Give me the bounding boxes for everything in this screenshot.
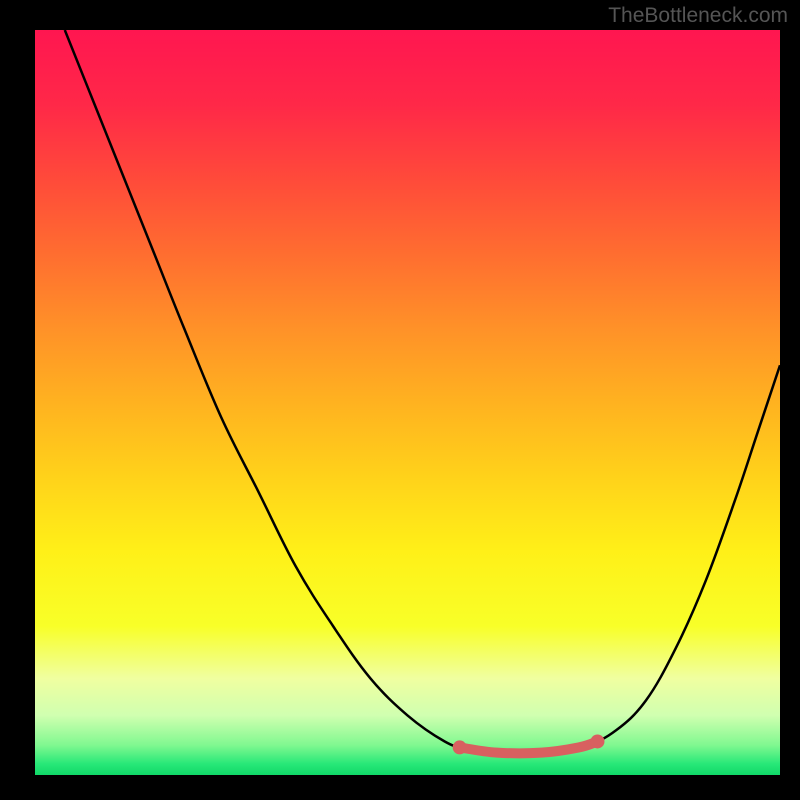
highlight-cap-dot	[590, 734, 604, 748]
watermark-text: TheBottleneck.com	[608, 4, 788, 28]
highlight-segment	[460, 741, 598, 753]
chart-area	[35, 30, 780, 775]
bottleneck-curve	[65, 30, 780, 753]
highlight-cap-dot	[453, 740, 467, 754]
curve-overlay	[35, 30, 780, 775]
